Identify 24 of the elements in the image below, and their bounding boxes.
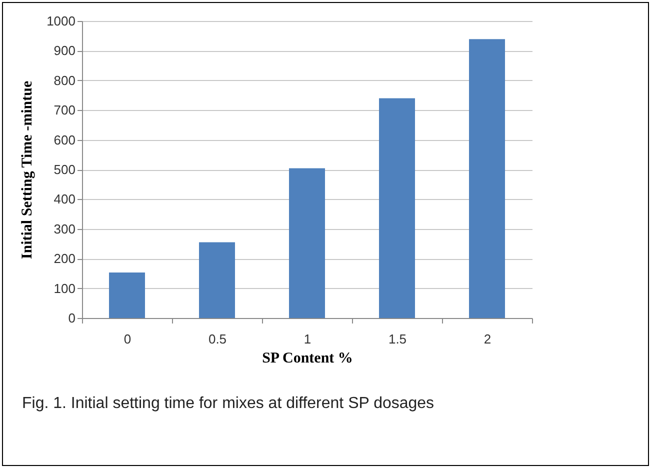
y-tick-label: 200 <box>54 251 76 266</box>
x-axis-title: SP Content % <box>262 350 353 366</box>
y-tick-label: 400 <box>54 192 76 207</box>
caption: Fig. 1. Initial setting time for mixes at different SP dosages <box>22 395 434 413</box>
bar <box>109 272 145 318</box>
y-tick-label: 0 <box>68 310 76 326</box>
bar <box>379 98 415 318</box>
y-tick-label: 500 <box>54 162 76 177</box>
y-tick-label: 100 <box>54 280 76 296</box>
bar <box>469 39 505 318</box>
x-tick-label: 0.5 <box>208 332 227 346</box>
x-tick-label: 2 <box>484 332 492 346</box>
y-tick-label: 600 <box>54 132 76 148</box>
x-tick-label: 0 <box>124 332 132 346</box>
bar <box>199 242 235 318</box>
y-tick-label: 900 <box>54 43 76 58</box>
y-tick-label: 1000 <box>46 14 76 28</box>
y-axis-title: Initial Setting Time -mintue <box>20 80 36 260</box>
x-tick-label: 1.5 <box>388 332 407 346</box>
bar <box>289 168 325 318</box>
x-tick-label: 1 <box>304 332 312 346</box>
y-tick-label: 700 <box>54 102 76 118</box>
y-tick-label: 800 <box>54 72 76 88</box>
y-tick-label: 300 <box>54 221 76 236</box>
